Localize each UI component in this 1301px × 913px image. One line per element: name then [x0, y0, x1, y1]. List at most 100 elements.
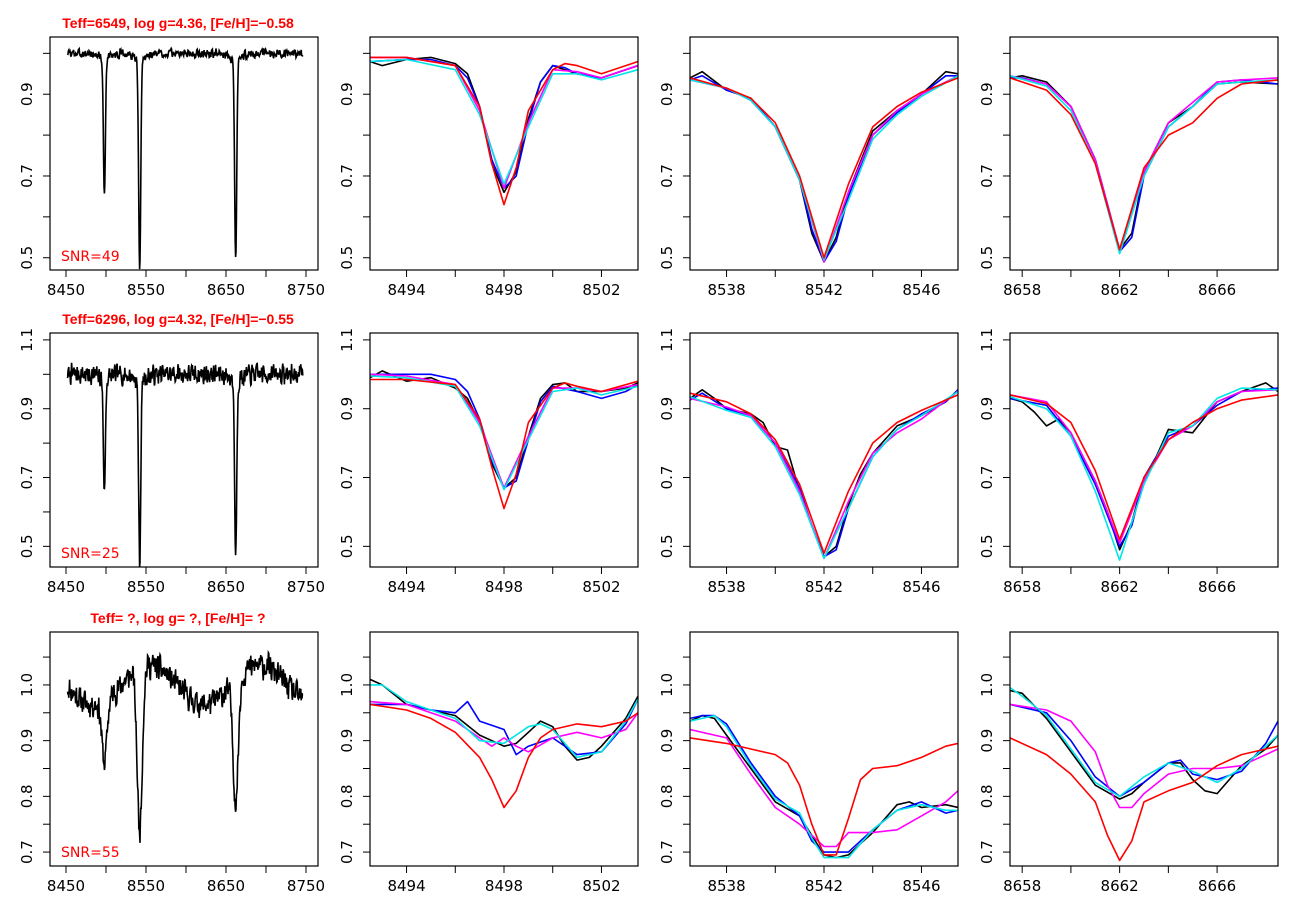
snr-label: SNR=55: [61, 845, 120, 861]
plot-frame: [369, 631, 639, 867]
y-tick-label: 0.5: [18, 246, 36, 270]
panel-title: Teff=6549, log g=4.36, [Fe/H]=−0.58: [62, 15, 294, 31]
x-tick-label: 8662: [1101, 877, 1139, 895]
y-tick-label: 0.9: [18, 397, 36, 421]
y-tick-label: 0.7: [18, 164, 36, 188]
spectrum-panel: Teff=6549, log g=4.36, [Fe/H]=−0.58 8450 8…: [18, 15, 325, 299]
series-line-model-red: [370, 56, 638, 206]
observed-spectrum-line: [66, 46, 304, 270]
spectrum-panel: 8658 8662 8666 0.5 0.7 0.9: [978, 36, 1279, 299]
y-tick-label: 0.7: [338, 840, 356, 864]
series-line-model-red: [370, 378, 638, 510]
panel-title: Teff=6296, log g=4.32, [Fe/H]=−0.55: [62, 311, 294, 327]
series-line-model-cyan: [690, 390, 958, 560]
y-tick-label: 0.8: [658, 784, 676, 808]
series-line-observed: [690, 70, 958, 263]
series-line-model-magenta: [690, 75, 958, 263]
series-line-model-magenta: [690, 728, 958, 848]
series-line-model-blue: [690, 389, 958, 558]
x-tick-label: 8494: [387, 877, 425, 895]
series-line-model-red: [1010, 394, 1278, 541]
x-tick-label: 8450: [47, 578, 85, 596]
series-line-model-red: [1010, 77, 1278, 251]
observed-spectrum-line: [66, 362, 304, 567]
y-tick-label: 1.0: [18, 673, 36, 697]
x-tick-label: 8650: [207, 578, 245, 596]
series-line-model-blue: [690, 75, 958, 263]
series-line-model-red: [690, 392, 958, 554]
y-tick-label: 0.9: [658, 729, 676, 753]
spectrum-panel: 8658 8662 8666 0.7 0.8 0.9 1.0: [978, 631, 1279, 895]
x-tick-label: 8750: [287, 578, 325, 596]
y-tick-label: 0.9: [978, 397, 996, 421]
series-line-model-cyan: [370, 375, 638, 491]
plot-frame: [1009, 631, 1279, 867]
series-line-model-red: [1010, 737, 1278, 862]
x-tick-label: 8502: [582, 281, 620, 299]
plot-frame: [369, 332, 639, 568]
snr-label: SNR=49: [61, 249, 120, 265]
x-tick-label: 8550: [127, 281, 165, 299]
plot-frame: [49, 332, 319, 568]
y-tick-label: 0.9: [658, 82, 676, 106]
y-tick-label: 0.5: [658, 246, 676, 270]
series-line-model-blue: [1010, 703, 1278, 798]
y-tick-label: 0.5: [658, 534, 676, 558]
y-tick-label: 0.7: [658, 840, 676, 864]
y-tick-label: 0.5: [978, 534, 996, 558]
spectrum-panel: 8494 8498 8502 0.5 0.7 0.9 1.1: [338, 328, 639, 596]
series-line-observed: [1010, 75, 1278, 251]
x-tick-label: 8502: [582, 877, 620, 895]
x-tick-label: 8542: [805, 281, 843, 299]
plot-frame: [1009, 332, 1279, 568]
panel-title: Teff= ?, log g= ?, [Fe/H]= ?: [90, 610, 265, 626]
y-tick-label: 0.5: [338, 534, 356, 558]
plot-frame: [689, 631, 959, 867]
series-line-model-magenta: [1010, 703, 1278, 809]
series-line-observed: [370, 678, 638, 761]
y-tick-label: 0.7: [338, 466, 356, 490]
x-tick-label: 8662: [1101, 281, 1139, 299]
x-tick-label: 8494: [387, 578, 425, 596]
spectrum-panel: 8538 8542 8546 0.7 0.8 0.9 1.0: [658, 631, 959, 895]
plot-frame: [49, 36, 319, 271]
y-tick-label: 0.7: [18, 466, 36, 490]
y-tick-label: 0.7: [338, 164, 356, 188]
plot-frame: [49, 631, 319, 867]
y-tick-label: 0.8: [978, 784, 996, 808]
y-tick-label: 0.8: [18, 784, 36, 808]
x-tick-label: 8498: [485, 281, 523, 299]
x-tick-label: 8538: [707, 877, 745, 895]
series-line-model-magenta: [1010, 75, 1278, 251]
series-line-model-magenta: [370, 373, 638, 489]
x-tick-label: 8450: [47, 281, 85, 299]
y-tick-label: 1.1: [338, 328, 356, 352]
x-tick-label: 8450: [47, 877, 85, 895]
y-tick-label: 0.7: [978, 164, 996, 188]
series-line-model-cyan: [1010, 387, 1278, 561]
y-tick-label: 0.9: [658, 397, 676, 421]
series-line-model-cyan: [370, 684, 638, 759]
y-tick-label: 0.9: [18, 729, 36, 753]
x-tick-label: 8650: [207, 877, 245, 895]
y-tick-label: 1.0: [338, 673, 356, 697]
spectrum-panel: 8538 8542 8546 0.5 0.7 0.9: [658, 36, 959, 299]
x-tick-label: 8542: [805, 877, 843, 895]
x-tick-label: 8658: [1003, 877, 1041, 895]
series-line-model-cyan: [690, 75, 958, 261]
spectrum-panel: 8494 8498 8502 0.7 0.8 0.9 1.0: [338, 631, 639, 895]
x-tick-label: 8546: [902, 281, 940, 299]
x-tick-label: 8750: [287, 281, 325, 299]
series-line-observed: [690, 714, 958, 859]
spectrum-panel: 8538 8542 8546 0.5 0.7 0.9 1.1: [658, 328, 959, 596]
y-tick-label: 1.0: [658, 673, 676, 697]
spectrum-panel: 8494 8498 8502 0.5 0.7 0.9: [338, 36, 639, 299]
y-tick-label: 0.7: [18, 840, 36, 864]
plot-frame: [1009, 36, 1279, 271]
x-tick-label: 8666: [1198, 281, 1236, 299]
series-line-model-red: [690, 77, 958, 259]
y-tick-label: 0.9: [338, 82, 356, 106]
spectrum-panel: 8658 8662 8666 0.5 0.7 0.9 1.1: [978, 328, 1279, 596]
y-tick-label: 0.5: [18, 534, 36, 558]
